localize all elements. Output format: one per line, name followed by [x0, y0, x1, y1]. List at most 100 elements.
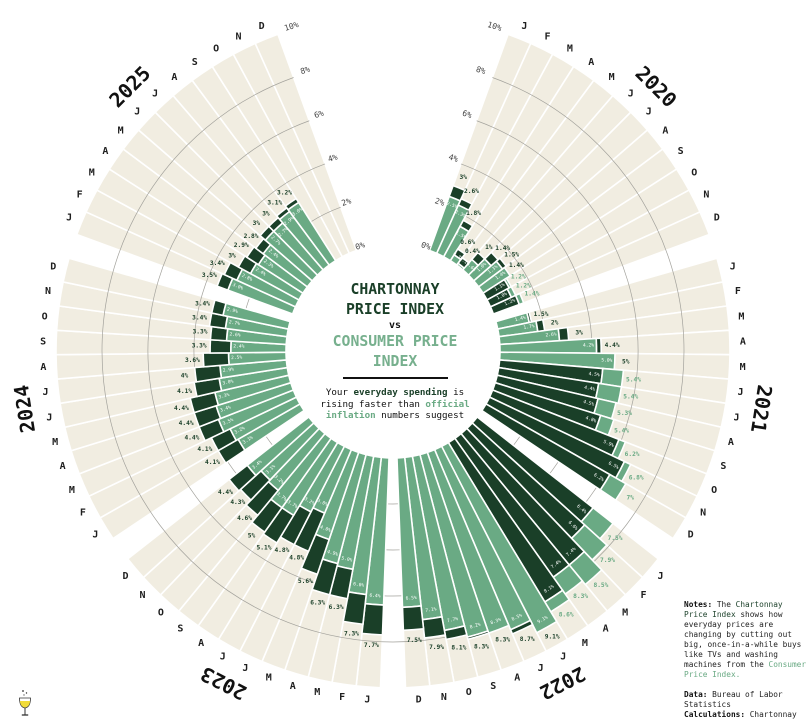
outer-value-label: 8.7%	[520, 636, 535, 643]
outer-value-label: 3.2%	[277, 190, 292, 197]
subtitle-text: numbers suggest	[375, 410, 465, 421]
month-label: D	[122, 571, 128, 582]
outer-value-label: 1%	[485, 244, 493, 251]
month-label: M	[740, 362, 746, 373]
month-label: J	[560, 651, 566, 662]
outer-value-label: 4.3%	[230, 499, 245, 506]
data-source: Bureau of Labor	[707, 690, 783, 699]
outer-value-label: 3%	[228, 252, 236, 259]
inner-value-label: 2.9%	[226, 306, 238, 315]
month-label: M	[738, 311, 744, 322]
outer-value-label: 1.5%	[504, 252, 519, 259]
axis-tick-label: 0%	[420, 240, 432, 252]
outer-value-label: 8.5%	[593, 582, 608, 589]
chartonnay-bar	[361, 602, 385, 636]
notes-highlight: Chartonnay	[735, 600, 783, 609]
outer-value-label: 4.6%	[237, 515, 252, 522]
axis-tick-label: 4%	[447, 152, 459, 164]
gridline	[101, 77, 685, 643]
chartonnay-title: CHARTONNAY PRICE INDEX	[346, 281, 444, 318]
chartonnay-bar	[443, 624, 468, 641]
month-label: D	[416, 695, 422, 706]
inner-value-label: 8.1%	[543, 584, 556, 595]
cpi-title: CONSUMER PRICE INDEX	[332, 333, 458, 370]
month-label: N	[139, 590, 145, 601]
inner-value-label: 3.7%	[286, 499, 299, 510]
outer-value-label: 3.1%	[267, 200, 282, 207]
inner-value-label: 2.6%	[545, 331, 557, 338]
month-label: M	[89, 167, 95, 178]
month-label: A	[514, 673, 520, 684]
outer-value-label: 4.1%	[197, 446, 212, 453]
outer-value-label: 1.4%	[495, 245, 510, 252]
outer-value-label: 7.9%	[429, 644, 444, 651]
month-label: A	[740, 337, 746, 348]
outer-value-label: 3.5%	[202, 272, 217, 279]
month-label: N	[45, 286, 51, 297]
month-label: J	[42, 387, 48, 398]
inner-value-label: 3.2%	[234, 425, 247, 436]
month-label: M	[622, 607, 628, 618]
notes-line: changing by cutting out	[684, 630, 792, 639]
inner-value-label: 1.0%	[496, 291, 509, 301]
gridline	[147, 120, 639, 597]
chartonnay-bar	[262, 506, 295, 545]
inner-value-label: 3.2%	[303, 496, 316, 507]
inner-value-label: 1.4%	[514, 315, 526, 324]
outer-value-label: 3%	[459, 174, 467, 181]
inner-value-label: 5.9%	[602, 439, 615, 449]
month-label: A	[603, 624, 609, 635]
month-label: A	[171, 72, 177, 83]
month-label: J	[646, 107, 652, 118]
outer-value-label: 2.8%	[244, 233, 259, 240]
outer-value-label: 3%	[262, 210, 270, 217]
outer-value-label: 9.1%	[545, 633, 560, 640]
outer-value-label: 1.5%	[534, 311, 549, 318]
outer-value-label: 2.9%	[234, 242, 249, 249]
month-label: A	[588, 57, 594, 68]
inner-value-label: 2.9%	[223, 367, 235, 374]
cpi-bar	[440, 441, 558, 634]
month-label: J	[730, 261, 736, 272]
outer-value-label: 8.3%	[495, 636, 510, 643]
inner-value-label: 2.8%	[241, 273, 254, 283]
outer-value-label: 4.4%	[605, 342, 620, 349]
axis-tick-label: 6%	[313, 109, 325, 121]
outer-value-label: 3%	[253, 220, 261, 227]
month-label: A	[60, 461, 66, 472]
month-label: D	[259, 21, 265, 32]
axis-tick-label: 0%	[354, 240, 366, 252]
outer-value-label: 7.5%	[608, 535, 623, 542]
outer-value-label: 5.6%	[298, 578, 313, 585]
cpi-bar	[599, 473, 627, 502]
notes-line: machines from the Consumer	[684, 660, 811, 670]
chartonnay-bar	[193, 364, 223, 383]
month-label: J	[242, 663, 248, 674]
axis-tick-label: 8%	[475, 65, 487, 77]
axis-tick-label: 2%	[434, 196, 446, 208]
outer-value-label: 1.4%	[509, 262, 524, 269]
month-label: N	[700, 508, 706, 519]
notes-label: Notes:	[684, 600, 713, 609]
month-label: O	[691, 167, 697, 178]
inner-value-label: 6.2%	[592, 472, 605, 483]
inner-value-label: 2.5%	[231, 355, 243, 362]
inner-value-label: 2.9%	[283, 215, 296, 227]
month-label: A	[40, 362, 46, 373]
inner-value-label: 3.4%	[251, 459, 264, 471]
gridline	[239, 206, 547, 505]
outer-value-label: 0.6%	[460, 239, 475, 246]
chartonnay-bar	[401, 605, 425, 632]
data-source-line: Statistics	[684, 700, 731, 709]
outer-value-label: 3.4%	[195, 300, 210, 307]
month-label: M	[52, 437, 58, 448]
month-label: J	[46, 412, 52, 423]
month-label: A	[662, 126, 668, 137]
inner-value-label: 7.7%	[447, 616, 459, 624]
subtitle-highlight-everyday: everyday spending	[353, 387, 448, 398]
inner-value-label: 2.5%	[446, 201, 459, 211]
outer-value-label: 4.4%	[179, 420, 194, 427]
month-label: J	[538, 663, 544, 674]
month-label: F	[545, 31, 551, 42]
